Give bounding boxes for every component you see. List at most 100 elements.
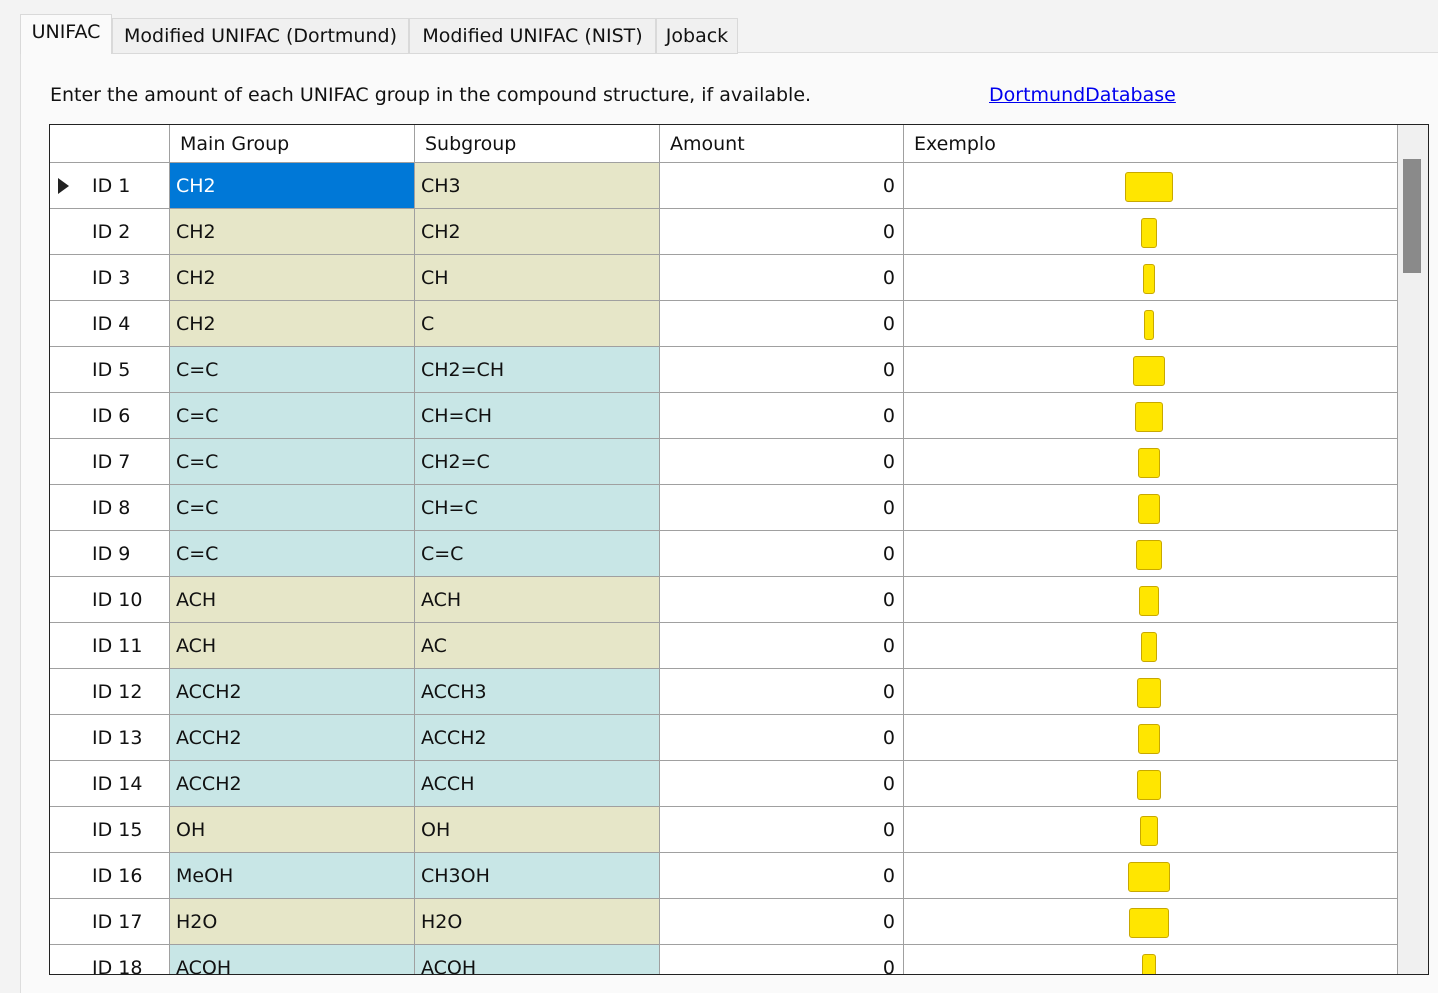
group-grid: Main Group Subgroup Amount Exemplo ID 1 CH2 CH… <box>49 124 1429 975</box>
scrollbar[interactable] <box>1398 125 1428 974</box>
row-header: ID 1 <box>50 163 170 209</box>
main-group-cell[interactable]: C=C <box>170 439 415 485</box>
structure-icon <box>1129 908 1169 938</box>
subgroup-cell[interactable]: CH=CH <box>415 393 660 439</box>
amount-cell[interactable]: 0 <box>660 899 904 945</box>
main-group-cell[interactable]: ACCH2 <box>170 669 415 715</box>
row-header: ID 12 <box>50 669 170 715</box>
example-cell <box>904 807 1398 853</box>
amount-cell[interactable]: 0 <box>660 669 904 715</box>
row-header: ID 4 <box>50 301 170 347</box>
example-cell <box>904 347 1398 393</box>
main-group-cell[interactable]: H2O <box>170 899 415 945</box>
row-header: ID 8 <box>50 485 170 531</box>
main-group-cell[interactable]: ACCH2 <box>170 715 415 761</box>
main-group-cell[interactable]: C=C <box>170 531 415 577</box>
amount-cell[interactable]: 0 <box>660 255 904 301</box>
structure-icon <box>1138 494 1160 524</box>
structure-icon <box>1133 356 1165 386</box>
subgroup-cell[interactable]: ACOH <box>415 945 660 974</box>
subgroup-cell[interactable]: ACCH <box>415 761 660 807</box>
example-cell <box>904 439 1398 485</box>
amount-cell[interactable]: 0 <box>660 301 904 347</box>
instruction: Enter the amount of each UNIFAC group in… <box>50 84 812 106</box>
row-header: ID 7 <box>50 439 170 485</box>
column-header: Amount <box>660 125 904 163</box>
example-cell <box>904 393 1398 439</box>
amount-cell[interactable]: 0 <box>660 439 904 485</box>
amount-cell[interactable]: 0 <box>660 623 904 669</box>
example-cell <box>904 577 1398 623</box>
subgroup-cell[interactable]: AC <box>415 623 660 669</box>
subgroup-cell[interactable]: ACH <box>415 577 660 623</box>
subgroup-cell[interactable]: CH3 <box>415 163 660 209</box>
amount-cell[interactable]: 0 <box>660 577 904 623</box>
example-cell <box>904 853 1398 899</box>
amount-cell[interactable]: 0 <box>660 945 904 974</box>
structure-icon <box>1138 448 1160 478</box>
example-cell <box>904 255 1398 301</box>
amount-cell[interactable]: 0 <box>660 761 904 807</box>
header-cell <box>50 125 170 163</box>
example-cell <box>904 899 1398 945</box>
main-group-cell[interactable]: CH2 <box>170 301 415 347</box>
subgroup-cell[interactable]: CH2=C <box>415 439 660 485</box>
amount-cell[interactable]: 0 <box>660 531 904 577</box>
row-header: ID 15 <box>50 807 170 853</box>
subgroup-cell[interactable]: C=C <box>415 531 660 577</box>
subgroup-cell[interactable]: OH <box>415 807 660 853</box>
subgroup-cell[interactable]: CH=C <box>415 485 660 531</box>
tab[interactable]: Modified UNIFAC (Dortmund) <box>112 18 409 54</box>
structure-icon <box>1137 678 1161 708</box>
main-group-cell[interactable]: C=C <box>170 347 415 393</box>
database-link[interactable]: DortmundDatabase <box>989 84 1176 106</box>
example-cell <box>904 945 1398 974</box>
row-indicator <box>58 178 69 194</box>
main-group-cell[interactable]: CH2 <box>170 209 415 255</box>
main-group-cell[interactable]: ACCH2 <box>170 761 415 807</box>
main-group-cell[interactable]: OH <box>170 807 415 853</box>
column-header: Main Group <box>170 125 415 163</box>
subgroup-cell[interactable]: CH2 <box>415 209 660 255</box>
tab[interactable]: UNIFAC <box>20 14 112 54</box>
scroll-thumb[interactable] <box>1403 159 1421 273</box>
row-header: ID 18 <box>50 945 170 974</box>
example-cell <box>904 301 1398 347</box>
column-header: Exemplo <box>904 125 1398 163</box>
subgroup-cell[interactable]: ACCH3 <box>415 669 660 715</box>
amount-cell[interactable]: 0 <box>660 485 904 531</box>
tab[interactable]: Modified UNIFAC (NIST) <box>409 18 656 54</box>
subgroup-cell[interactable]: ACCH2 <box>415 715 660 761</box>
amount-cell[interactable]: 0 <box>660 853 904 899</box>
amount-cell[interactable]: 0 <box>660 807 904 853</box>
subgroup-cell[interactable]: CH <box>415 255 660 301</box>
amount-cell[interactable]: 0 <box>660 715 904 761</box>
subgroup-cell[interactable]: CH2=CH <box>415 347 660 393</box>
main-group-cell[interactable]: C=C <box>170 485 415 531</box>
subgroup-cell[interactable]: C <box>415 301 660 347</box>
main-group-cell[interactable]: MeOH <box>170 853 415 899</box>
main-group-cell[interactable]: CH2 <box>170 255 415 301</box>
row-header: ID 11 <box>50 623 170 669</box>
main-group-cell[interactable]: ACH <box>170 623 415 669</box>
main-group-cell[interactable]: CH2 <box>170 163 415 209</box>
example-cell <box>904 761 1398 807</box>
amount-cell[interactable]: 0 <box>660 163 904 209</box>
subgroup-cell[interactable]: H2O <box>415 899 660 945</box>
main-group-cell[interactable]: C=C <box>170 393 415 439</box>
example-cell <box>904 531 1398 577</box>
row-header: ID 5 <box>50 347 170 393</box>
tab[interactable]: Joback <box>656 18 738 54</box>
amount-cell[interactable]: 0 <box>660 347 904 393</box>
row-header: ID 10 <box>50 577 170 623</box>
main-group-cell[interactable]: ACOH <box>170 945 415 974</box>
amount-cell[interactable]: 0 <box>660 393 904 439</box>
row-header: ID 6 <box>50 393 170 439</box>
main-group-cell[interactable]: ACH <box>170 577 415 623</box>
subgroup-cell[interactable]: CH3OH <box>415 853 660 899</box>
amount-cell[interactable]: 0 <box>660 209 904 255</box>
row-header: ID 3 <box>50 255 170 301</box>
structure-icon <box>1137 770 1161 800</box>
row-header: ID 13 <box>50 715 170 761</box>
